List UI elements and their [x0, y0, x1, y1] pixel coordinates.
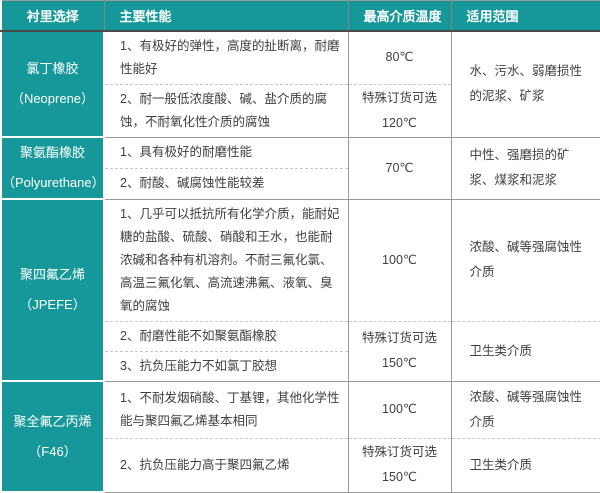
temp-cell: 100℃	[347, 380, 451, 438]
table-row: 聚四氟乙烯 （JPEFE） 1、几乎可以抵抗所有化学介质，能耐妃糖的盐酸、硫酸、…	[0, 198, 600, 382]
performance-cell: 3、抗负压能力不如氯丁胶想	[103, 350, 348, 381]
temp-cell: 80℃	[347, 30, 451, 84]
col-header-performance: 主要性能	[103, 0, 348, 32]
lining-alias: （JPEFE）	[19, 297, 86, 312]
range-cell: 浓酸、碱等强腐蚀性介质	[450, 380, 600, 438]
table-row: 氯丁橡胶 （Neoprene） 1、有极好的弹性，高度的扯断离，耐磨性能好 80…	[0, 29, 600, 138]
lining-alias: （Neoprene）	[10, 90, 95, 106]
col-header-max-temp: 最高介质温度	[347, 0, 451, 32]
performance-cell: 2、抗负压能力高于聚四氟乙烯	[103, 437, 348, 492]
lining-name: 氯丁橡胶	[26, 60, 79, 76]
temp-value: 150℃	[382, 356, 417, 370]
lining-cell-polyurethane: 聚氨酯橡胶 （Polyurethane）	[0, 136, 105, 200]
table-row: 2、耐一般低浓度酸、碱、盐介质的腐蚀，不耐氧化性介质的腐蚀 特殊订货可选 120…	[1, 83, 600, 137]
temp-note: 特殊订货可选	[361, 331, 437, 345]
temp-value: 70℃	[385, 160, 414, 175]
table-row: 聚全氟乙丙烯 （F46） 1、不耐发烟硝酸、丁基锂，其他化学性能与聚四氟乙烯基本…	[0, 380, 600, 493]
lining-alias: （Polyurethane）	[2, 175, 105, 190]
table-row: 2、耐磨性能不如聚氨酯橡胶 特殊订货可选 150℃ 卫生类介质	[1, 320, 600, 381]
lining-cell-f46: 聚全氟乙丙烯 （F46）	[0, 380, 105, 493]
temp-cell: 特殊订货可选 150℃	[347, 437, 451, 492]
lining-name: 聚氨酯橡胶	[19, 145, 85, 160]
col-header-lining: 衬里选择	[0, 0, 104, 32]
lining-cell-ptfe: 聚四氟乙烯 （JPEFE）	[0, 198, 105, 382]
temp-value: 80℃	[385, 50, 414, 64]
temp-cell: 70℃	[347, 136, 451, 199]
temp-note: 特殊订货可选	[361, 90, 437, 105]
header-row: 衬里选择 主要性能 最高介质温度 适用范围	[0, 0, 600, 32]
table-row: 2、耐酸、碱腐蚀性能较差	[1, 167, 600, 199]
range-cell: 水、污水、弱磨损性的泥浆、矿浆	[450, 30, 600, 137]
performance-cell: 2、耐酸、碱腐蚀性能较差	[103, 167, 348, 199]
range-cell: 浓酸、碱等强腐蚀性介质	[450, 198, 600, 321]
performance-cell: 2、耐磨性能不如聚氨酯橡胶	[103, 320, 348, 351]
temp-cell: 特殊订货可选 150℃	[347, 320, 451, 381]
table-row: 聚氨酯橡胶 （Polyurethane） 1、具有极好的耐磨性能 70℃ 中性、…	[0, 136, 600, 200]
col-header-applicable-range: 适用范围	[450, 0, 600, 32]
temp-value: 100℃	[382, 252, 417, 267]
temp-note: 特殊订货可选	[361, 445, 437, 459]
lining-name: 聚全氟乙丙烯	[13, 413, 92, 429]
temp-cell: 100℃	[347, 198, 451, 321]
performance-cell: 1、几乎可以抵抗所有化学介质，能耐妃糖的盐酸、硫酸、硝酸和王水，也能耐浓碱和各种…	[103, 198, 348, 321]
lining-cell-neoprene: 氯丁橡胶 （Neoprene）	[0, 29, 105, 138]
temp-cell: 特殊订货可选 120℃	[347, 83, 451, 137]
temp-value: 150℃	[382, 470, 417, 484]
performance-cell: 1、不耐发烟硝酸、丁基锂，其他化学性能与聚四氟乙烯基本相同	[103, 380, 348, 438]
performance-cell: 1、具有极好的耐磨性能	[103, 136, 348, 168]
lining-alias: （F46）	[28, 443, 77, 459]
temp-value: 120℃	[382, 115, 417, 130]
lining-name: 聚四氟乙烯	[19, 267, 85, 282]
performance-cell: 2、耐一般低浓度酸、碱、盐介质的腐蚀，不耐氧化性介质的腐蚀	[103, 83, 348, 137]
range-cell: 卫生类介质	[450, 320, 600, 381]
table-row: 3、抗负压能力不如氯丁胶想	[1, 350, 600, 381]
temp-value: 100℃	[382, 402, 417, 416]
range-cell: 中性、强磨损的矿浆、煤浆和泥浆	[450, 136, 600, 199]
performance-cell: 1、有极好的弹性，高度的扯断离，耐磨性能好	[103, 30, 348, 84]
range-cell: 卫生类介质	[450, 437, 600, 492]
